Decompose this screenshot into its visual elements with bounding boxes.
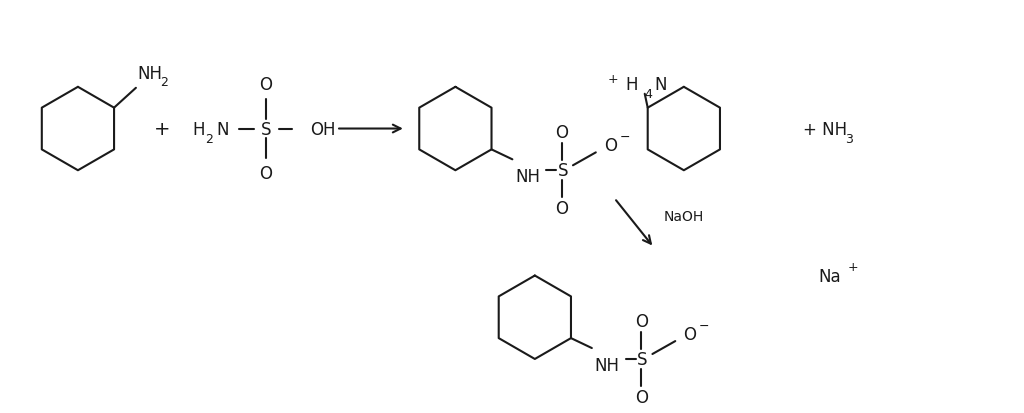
Text: 2: 2 bbox=[160, 76, 168, 89]
Text: +: + bbox=[848, 261, 858, 273]
Text: NH: NH bbox=[595, 356, 620, 374]
Text: O: O bbox=[604, 137, 616, 155]
Text: H: H bbox=[193, 120, 205, 138]
Text: S: S bbox=[637, 350, 648, 368]
Text: 2: 2 bbox=[205, 133, 213, 146]
Text: O: O bbox=[259, 165, 272, 183]
Text: S: S bbox=[558, 162, 568, 180]
Text: + NH: + NH bbox=[803, 120, 847, 138]
Text: −: − bbox=[699, 319, 710, 332]
Text: O: O bbox=[259, 76, 272, 94]
Text: 4: 4 bbox=[645, 88, 652, 101]
Text: N: N bbox=[216, 120, 228, 138]
Text: NH: NH bbox=[515, 168, 541, 186]
Text: Na: Na bbox=[818, 267, 841, 285]
Text: +: + bbox=[154, 120, 171, 139]
Text: S: S bbox=[260, 120, 271, 138]
Text: H: H bbox=[626, 76, 638, 94]
Text: O: O bbox=[635, 388, 648, 406]
Text: 3: 3 bbox=[845, 133, 853, 146]
Text: −: − bbox=[620, 131, 630, 144]
Text: +: + bbox=[607, 73, 617, 86]
Text: O: O bbox=[556, 124, 568, 142]
Text: NaOH: NaOH bbox=[664, 209, 705, 223]
Text: OH: OH bbox=[310, 120, 336, 138]
Text: O: O bbox=[635, 313, 648, 330]
Text: O: O bbox=[556, 199, 568, 218]
Text: NH: NH bbox=[137, 65, 162, 83]
Text: N: N bbox=[654, 76, 668, 94]
Text: O: O bbox=[683, 325, 696, 343]
